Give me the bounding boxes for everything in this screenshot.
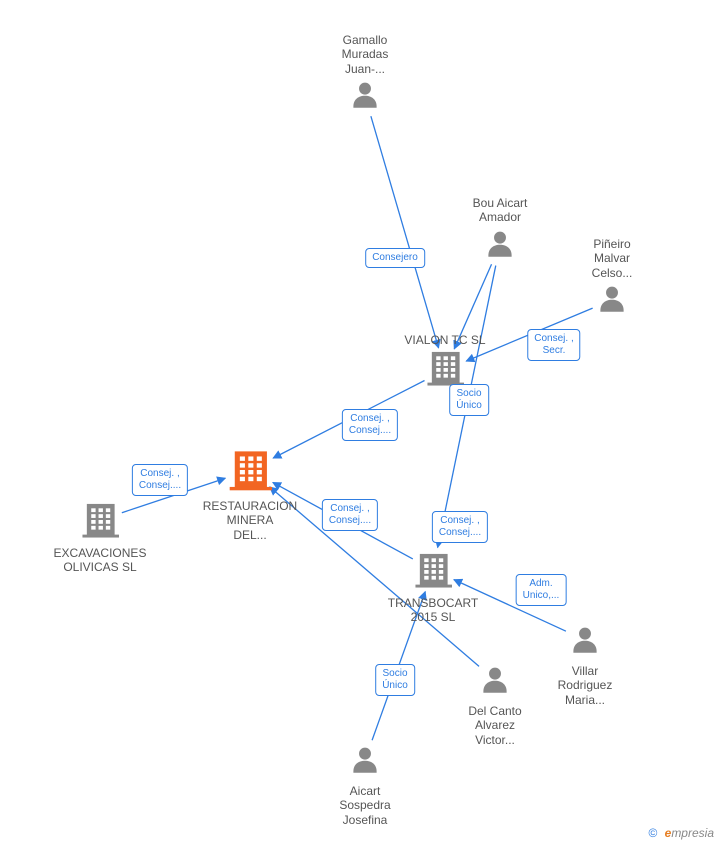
node-restaur[interactable]: RESTAURACION MINERA DEL... [190,448,310,542]
node-label: Del Canto Alvarez Victor... [435,704,555,747]
footer-credit: © empresia [648,826,714,840]
node-label: TRANSBOCART 2015 SL [373,596,493,625]
edge-label-transbo-restaur: Consej. ,Consej.... [322,499,378,531]
building-icon [414,551,452,594]
node-bou[interactable]: Bou Aicart Amador [440,196,560,266]
edge-label-villar-transbo: Adm.Unico,... [516,574,567,606]
person-icon [568,623,602,662]
node-gamallo[interactable]: Gamallo Muradas Juan-... [305,33,425,117]
edge-gamallo-vialon [371,116,439,348]
person-icon [483,227,517,266]
node-label: VIALON TC SL [385,333,505,347]
node-transbo[interactable]: TRANSBOCART 2015 SL [373,551,493,625]
building-icon [228,448,272,497]
edge-label-gamallo-vialon: Consejero [365,248,425,268]
building-icon [81,501,119,544]
node-delcanto[interactable]: Del Canto Alvarez Victor... [435,663,555,747]
node-label: RESTAURACION MINERA DEL... [190,499,310,542]
edge-label-excav-restaur: Consej. ,Consej.... [132,464,188,496]
copyright-symbol: © [648,826,657,840]
brand-rest: mpresia [671,826,714,840]
person-icon [595,282,629,321]
node-label: EXCAVACIONES OLIVICAS SL [40,546,160,575]
node-label: Bou Aicart Amador [440,196,560,225]
node-aicart[interactable]: Aicart Sospedra Josefina [305,743,425,827]
edge-label-pineiro-vialon: Consej. ,Secr. [527,329,580,361]
node-label: Piñeiro Malvar Celso... [552,237,672,280]
edge-label-aicart-transbo: SocioÚnico [375,664,415,696]
person-icon [348,743,382,782]
node-excav[interactable]: EXCAVACIONES OLIVICAS SL [40,501,160,575]
node-label: Aicart Sospedra Josefina [305,784,425,827]
person-icon [348,78,382,117]
edge-label-delcanto-restaur: Consej. ,Consej.... [432,511,488,543]
person-icon [478,663,512,702]
node-label: Gamallo Muradas Juan-... [305,33,425,76]
edge-label-vialon-restaur: Consej. ,Consej.... [342,409,398,441]
node-pineiro[interactable]: Piñeiro Malvar Celso... [552,237,672,321]
edge-label-bou-transbo: SocioÚnico [449,384,489,416]
